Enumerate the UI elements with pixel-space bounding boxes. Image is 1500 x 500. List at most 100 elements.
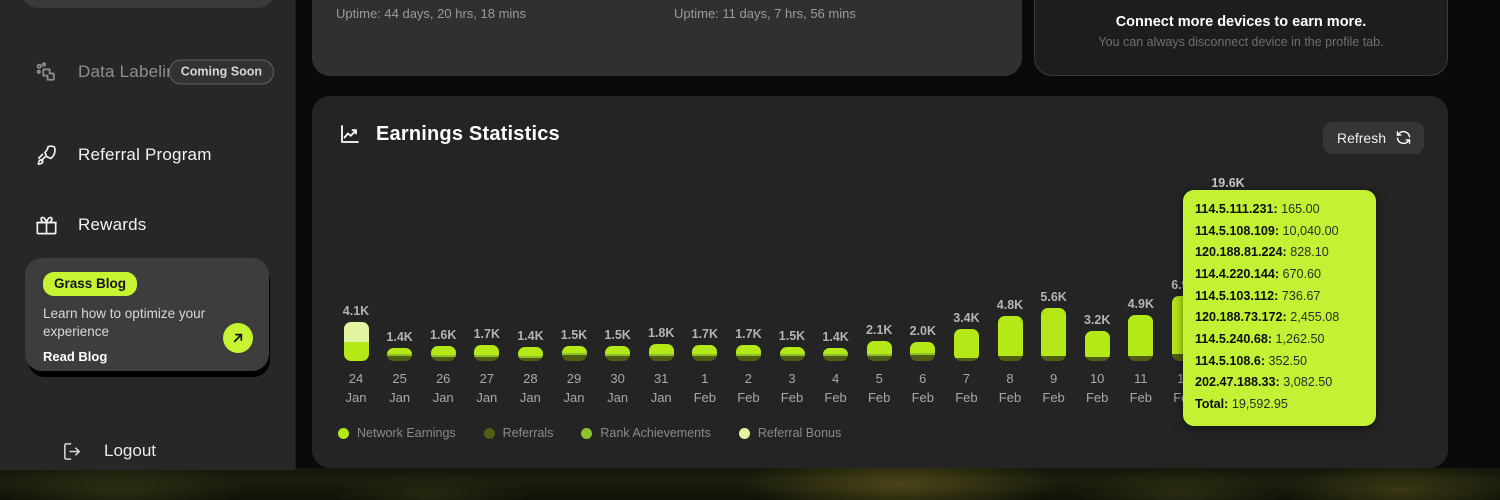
- tooltip-value: 2,455.08: [1290, 310, 1340, 325]
- legend-color-dot: [581, 427, 593, 439]
- tooltip-key: 114.5.111.231:: [1195, 202, 1282, 216]
- sidebar-top-card[interactable]: [22, 0, 274, 8]
- x-axis-month: Feb: [1129, 389, 1152, 405]
- chart-bar[interactable]: 1.4K: [385, 176, 415, 361]
- bar-value-label: 1.5K: [560, 328, 588, 343]
- tooltip-row: 120.188.73.172: 2,455.08: [1195, 307, 1365, 329]
- logout-label: Logout: [104, 441, 156, 460]
- chart-bar[interactable]: 1.7K: [733, 176, 763, 361]
- tooltip-key: 114.5.240.68:: [1195, 331, 1276, 346]
- bar-stack: [343, 322, 369, 361]
- sidebar-item-rewards[interactable]: Rewards: [0, 195, 296, 255]
- chart-bar[interactable]: 1.7K: [690, 176, 720, 361]
- x-axis-day: 4: [831, 371, 840, 387]
- legend-item[interactable]: Network Earnings: [338, 426, 456, 440]
- tooltip-value: 19,592.95: [1231, 396, 1288, 411]
- refresh-label: Refresh: [1336, 129, 1386, 146]
- device-uptime-2: Uptime: 11 days, 7 hrs, 56 mins: [674, 6, 856, 21]
- chart-bar[interactable]: 1.5K: [603, 176, 633, 361]
- bar-segment-referrals: [430, 357, 456, 361]
- bar-value-label: 3.2K: [1083, 312, 1111, 327]
- chart-bar[interactable]: 4.8K: [995, 176, 1025, 361]
- bar-segment-rank-achievements: [648, 353, 674, 356]
- chart-bar[interactable]: 1.5K: [559, 176, 589, 361]
- chart-bar[interactable]: 1.6K: [428, 176, 458, 361]
- chart-bar[interactable]: 2.1K: [864, 176, 894, 361]
- bar-value-label: 4.9K: [1127, 296, 1154, 311]
- legend-color-dot: [738, 427, 750, 439]
- tooltip-key: 114.4.220.144:: [1195, 266, 1283, 281]
- chart-bar[interactable]: 5.6K: [1039, 176, 1069, 361]
- x-axis-day: 24: [348, 371, 364, 387]
- x-axis-label: 4 Feb: [816, 370, 856, 407]
- bar-segment-network-earnings: [735, 344, 761, 355]
- x-axis-label: 2 Feb: [728, 370, 768, 407]
- bar-segment-rank-achievements: [474, 355, 500, 358]
- legend-label: Network Earnings: [357, 426, 456, 440]
- x-axis-month: Jan: [650, 389, 672, 405]
- bar-stack: [779, 346, 805, 361]
- bar-value-label: 1.6K: [429, 327, 457, 342]
- bar-stack: [910, 342, 936, 361]
- chart-bar[interactable]: 1.4K: [821, 176, 851, 361]
- x-axis-label: 10 Feb: [1077, 370, 1117, 407]
- x-axis-month: Feb: [1085, 389, 1109, 405]
- bar-stack: [605, 346, 631, 361]
- read-blog-label: Read Blog: [43, 349, 108, 365]
- legend-color-dot: [483, 427, 495, 439]
- bar-segment-referrals: [1128, 356, 1154, 361]
- bar-stack: [474, 344, 500, 361]
- legend-label: Referrals: [502, 426, 554, 440]
- refresh-icon: [1395, 129, 1412, 146]
- bar-stack: [866, 341, 892, 361]
- tooltip-row: 114.5.108.6: 352.50: [1195, 351, 1365, 373]
- chart-bar[interactable]: 3.2K: [1082, 176, 1112, 361]
- tooltip-value: 352.50: [1268, 353, 1308, 368]
- refresh-button[interactable]: Refresh: [1322, 122, 1424, 154]
- page-title: Earnings Statistics: [376, 122, 560, 145]
- sidebar-item-referral-program[interactable]: Referral Program: [0, 125, 296, 185]
- tooltip-row: 114.4.220.144: 670.60: [1195, 264, 1365, 286]
- x-axis-label: 26 Jan: [423, 370, 463, 407]
- x-axis-month: Feb: [824, 389, 847, 405]
- x-axis-day: 30: [610, 371, 625, 387]
- logout-button[interactable]: Logout: [0, 430, 296, 472]
- x-axis-month: Feb: [911, 389, 934, 405]
- chart-bar[interactable]: 1.7K: [472, 176, 502, 361]
- bar-value-label: 2.0K: [909, 324, 936, 339]
- tooltip-row: 202.47.188.33: 3,082.50: [1195, 372, 1365, 394]
- chart-bar[interactable]: 1.5K: [777, 176, 807, 361]
- legend-item[interactable]: Referral Bonus: [738, 426, 841, 440]
- x-axis-month: Feb: [998, 389, 1022, 405]
- bar-segment-network-earnings: [474, 344, 500, 356]
- chart-bar[interactable]: 1.8K: [646, 176, 676, 361]
- legend-color-dot: [338, 427, 349, 439]
- sidebar-item-data-labeling[interactable]: Data Labeling Coming Soon: [0, 42, 296, 102]
- bar-stack: [648, 343, 674, 361]
- x-axis-day: 26: [435, 371, 451, 387]
- legend-item[interactable]: Rank Achievements: [581, 426, 711, 440]
- sidebar: Data Labeling Coming Soon Referral Progr…: [0, 0, 296, 470]
- bar-segment-network-earnings: [605, 346, 631, 354]
- bar-stack: [1128, 314, 1154, 361]
- chart-bar[interactable]: 4.1K: [341, 176, 371, 361]
- x-axis-day: 28: [523, 371, 538, 387]
- line-chart-icon: [338, 122, 362, 146]
- blog-pill-label: Grass Blog: [43, 272, 138, 296]
- chart-bar[interactable]: 3.4K: [951, 176, 981, 361]
- bar-value-label: 1.7K: [735, 326, 762, 341]
- bar-value-label: 1.4K: [517, 329, 544, 344]
- legend-label: Rank Achievements: [600, 426, 711, 440]
- bar-stack: [823, 347, 849, 361]
- bar-value-label: 2.1K: [865, 323, 893, 338]
- grass-blog-card[interactable]: Grass Blog Learn how to optimize your ex…: [25, 258, 269, 371]
- arrow-up-right-icon[interactable]: [223, 323, 253, 353]
- legend-item[interactable]: Referrals: [483, 426, 554, 440]
- bar-segment-referrals: [953, 357, 979, 361]
- chart-bar[interactable]: 4.9K: [1126, 176, 1156, 361]
- x-axis-label: 30 Jan: [598, 370, 638, 407]
- tooltip-row: 120.188.81.224: 828.10: [1195, 242, 1365, 264]
- chart-bar[interactable]: 1.4K: [515, 176, 545, 361]
- chart-bar[interactable]: 2.0K: [908, 176, 938, 361]
- x-axis-label: 1 Feb: [685, 370, 725, 407]
